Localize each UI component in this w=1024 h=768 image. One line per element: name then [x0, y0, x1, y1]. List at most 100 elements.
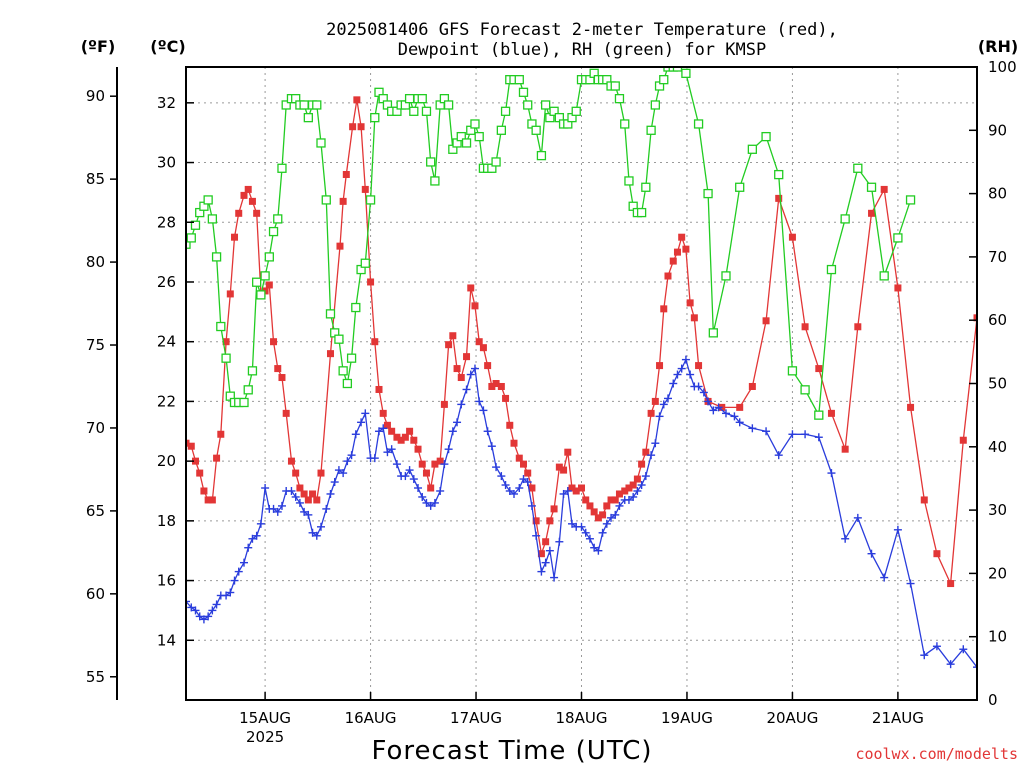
rh-point	[404, 94, 415, 104]
dewpoint-point	[470, 364, 479, 373]
dewpoint-point	[291, 492, 300, 501]
rh-point	[351, 302, 361, 313]
temperature-point	[801, 323, 809, 331]
rh-point	[360, 258, 370, 268]
dewpoint-point	[347, 451, 356, 460]
dewpoint-point	[343, 457, 352, 466]
temperature-point	[564, 448, 572, 456]
temperature-point	[664, 272, 672, 280]
dewpoint-point	[515, 484, 524, 493]
x-tick-label: 16AUG	[345, 709, 397, 727]
fahrenheit-tick-label: 75	[86, 336, 105, 354]
dewpoint-point	[186, 597, 190, 606]
dewpoint-point	[577, 522, 586, 531]
dewpoint-point	[483, 427, 492, 436]
temperature-point	[582, 496, 590, 504]
dewpoint-point	[867, 549, 876, 558]
chart-title-line2: Dewpoint (blue), RH (green) for KMSP	[398, 40, 766, 60]
dewpoint-point	[430, 498, 439, 507]
temperature-point	[603, 502, 611, 510]
fahrenheit-tick-label: 65	[86, 502, 105, 520]
temperature-point	[815, 365, 823, 373]
rh-point	[659, 75, 669, 85]
dewpoint-point	[339, 469, 348, 478]
rh-point	[474, 131, 484, 142]
source-credit: coolwx.com/modelts	[855, 745, 1018, 763]
temperature-point	[642, 448, 650, 456]
rh-tick-label: 60	[988, 311, 1007, 329]
dewpoint-point	[841, 534, 850, 543]
temperature-point	[357, 123, 365, 131]
rh-point	[281, 100, 291, 110]
dewpoint-point	[641, 472, 650, 481]
temperature-point	[196, 469, 204, 477]
dewpoint-point	[735, 418, 744, 427]
temperature-point	[200, 487, 208, 495]
rh-point	[207, 214, 218, 224]
rh-point	[893, 233, 903, 243]
temperature-point	[762, 317, 770, 325]
x-tick-label: 15AUG	[239, 709, 291, 727]
rh-tick-label: 40	[988, 438, 1007, 456]
temperature-point	[282, 409, 290, 417]
dewpoint-point	[523, 478, 532, 487]
temperature-point	[336, 242, 344, 250]
temperature-point	[488, 382, 496, 390]
dewpoint-point	[932, 642, 941, 651]
dewpoint-point	[308, 528, 317, 537]
rh-point	[614, 94, 625, 104]
dewpoint-point	[637, 481, 646, 490]
dewpoint-point	[762, 427, 771, 436]
dewpoint-point	[479, 406, 488, 415]
temperature-point	[453, 365, 461, 373]
rh-point	[268, 226, 279, 237]
fahrenheit-tick-label: 60	[86, 585, 105, 603]
x-tick-label: 17AUG	[450, 709, 502, 727]
fahrenheit-tick-label: 80	[86, 253, 105, 271]
rh-point	[243, 385, 253, 395]
rh-point	[571, 106, 581, 116]
temperature-point	[528, 484, 536, 492]
dewpoint-point	[663, 394, 672, 403]
dewpoint-point	[959, 645, 968, 654]
x-tick-label: 21AUG	[872, 709, 924, 727]
rh-tick-label: 50	[988, 375, 1007, 393]
dewpoint-point	[191, 606, 200, 615]
temperature-point	[546, 517, 554, 525]
rh-point	[325, 309, 336, 319]
rh-point	[636, 207, 647, 218]
rh-point	[531, 125, 541, 135]
temperature-point	[191, 457, 199, 465]
dewpoint-point	[304, 510, 313, 519]
rh-point	[641, 182, 651, 192]
dewpoint-point	[204, 612, 213, 621]
dewpoint-point	[440, 460, 449, 469]
temperature-point	[510, 439, 518, 447]
dewpoint-point	[709, 406, 718, 415]
temperature-point	[894, 284, 902, 292]
rh-point	[761, 131, 771, 142]
dewpoint-point	[880, 573, 889, 582]
temperature-point	[361, 185, 369, 193]
dewpoint-point	[681, 355, 690, 364]
dewpoint-point	[487, 442, 496, 451]
dewpoint-point	[559, 489, 568, 498]
rh-point	[523, 100, 533, 110]
temperature-point	[427, 484, 435, 492]
rh-point	[500, 106, 511, 116]
rh-point	[239, 397, 249, 408]
temperature-point	[568, 484, 576, 492]
dewpoint-point	[598, 528, 607, 537]
temperature-point	[270, 338, 278, 346]
dewpoint-point	[920, 651, 929, 660]
dewpoint-point	[383, 448, 392, 457]
dewpoint-point	[973, 663, 977, 672]
temperature-point	[633, 475, 641, 483]
dewpoint-point	[651, 439, 660, 448]
rh-point	[370, 112, 380, 123]
rh-point	[735, 182, 745, 192]
dewpoint-point	[330, 478, 339, 487]
dewpoint-point	[633, 486, 642, 495]
temperature-point	[292, 469, 300, 477]
dewpoint-point	[448, 427, 457, 436]
